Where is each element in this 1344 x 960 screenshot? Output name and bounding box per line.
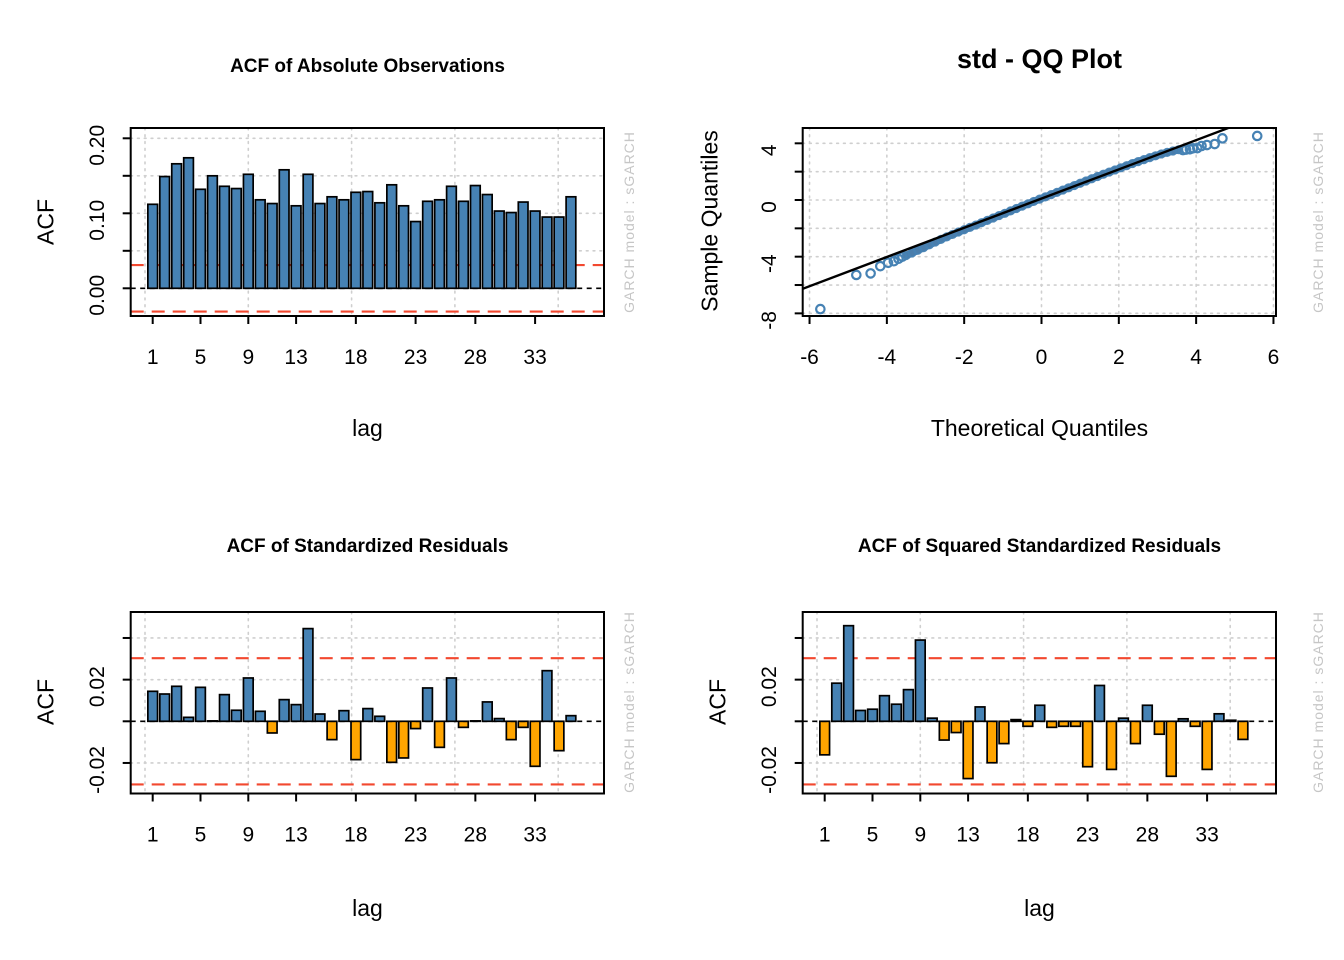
svg-text:28: 28 (1136, 824, 1159, 847)
svg-text:-6: -6 (800, 346, 819, 369)
y-axis-title: ACF (704, 679, 731, 725)
panel-title: std - QQ Plot (957, 44, 1122, 74)
panel-title: ACF of Standardized Residuals (226, 536, 509, 557)
y-axis-title: ACF (32, 679, 59, 725)
svg-text:0.10: 0.10 (86, 200, 109, 241)
svg-text:18: 18 (1016, 824, 1039, 847)
svg-text:1: 1 (819, 824, 831, 847)
svg-text:9: 9 (242, 346, 254, 369)
x-axis-title: lag (352, 415, 383, 441)
svg-text:13: 13 (956, 824, 979, 847)
svg-text:0.20: 0.20 (86, 125, 109, 166)
svg-text:4: 4 (758, 144, 781, 156)
watermark-label: GARCH model : sGARCH (621, 611, 637, 793)
svg-text:-4: -4 (878, 346, 897, 369)
svg-text:5: 5 (195, 346, 207, 369)
svg-text:33: 33 (1195, 824, 1218, 847)
svg-text:4: 4 (1190, 346, 1202, 369)
svg-text:5: 5 (195, 824, 207, 847)
svg-text:33: 33 (523, 824, 546, 847)
panel-title: ACF of Squared Standardized Residuals (857, 536, 1222, 557)
svg-text:1: 1 (147, 346, 159, 369)
svg-text:-0.02: -0.02 (86, 746, 109, 794)
svg-text:0: 0 (758, 201, 781, 213)
watermark-label: GARCH model : sGARCH (1310, 611, 1326, 793)
svg-text:0.02: 0.02 (86, 666, 109, 707)
svg-text:9: 9 (914, 824, 926, 847)
acf-squared-residuals-chart: 0.02 -0.02 1 5 9 13 18 23 28 33 (758, 611, 1277, 847)
svg-text:-4: -4 (758, 254, 781, 273)
panel-acf-standardized-residuals: 0.02 -0.02 1 5 9 13 18 23 28 33 ACF of Standardiz… (0, 480, 672, 960)
svg-text:2: 2 (1113, 346, 1125, 369)
svg-text:23: 23 (1076, 824, 1099, 847)
svg-text:18: 18 (344, 346, 367, 369)
svg-text:23: 23 (404, 346, 427, 369)
x-axis-title: lag (352, 895, 383, 921)
panel-title: ACF of Absolute Observations (230, 56, 505, 77)
acf-absolute-chart: 0.20 0.10 0.00 1 5 9 13 18 23 28 33 (86, 125, 605, 369)
svg-text:-0.02: -0.02 (758, 746, 781, 794)
svg-text:0.02: 0.02 (758, 666, 781, 707)
svg-text:-8: -8 (758, 311, 781, 330)
x-axis-title: lag (1024, 895, 1055, 921)
y-axis-title: ACF (32, 199, 59, 245)
watermark-label: GARCH model : sGARCH (621, 131, 637, 313)
panel-qq-plot: 4 0 -4 -8 -6 -4 -2 0 2 4 6 std - QQ Plot Theoretic… (672, 0, 1344, 480)
svg-text:5: 5 (867, 824, 879, 847)
y-axis-title: Sample Quantiles (696, 130, 723, 312)
x-axis-title: Theoretical Quantiles (930, 415, 1149, 441)
panel-acf-squared-standardized-residuals: 0.02 -0.02 1 5 9 13 18 23 28 33 ACF of Squared St… (672, 480, 1344, 960)
watermark-label: GARCH model : sGARCH (1310, 131, 1326, 313)
svg-text:18: 18 (344, 824, 367, 847)
svg-text:6: 6 (1268, 346, 1280, 369)
svg-text:33: 33 (523, 346, 546, 369)
qq-plot-chart: 4 0 -4 -8 -6 -4 -2 0 2 4 6 (758, 127, 1280, 369)
svg-text:0.00: 0.00 (86, 275, 109, 316)
svg-text:13: 13 (284, 824, 307, 847)
svg-text:23: 23 (404, 824, 427, 847)
svg-text:1: 1 (147, 824, 159, 847)
svg-text:9: 9 (242, 824, 254, 847)
svg-text:28: 28 (464, 824, 487, 847)
panel-acf-absolute-observations: 0.20 0.10 0.00 1 5 9 13 18 23 28 33 ACF of Absolut… (0, 0, 672, 480)
svg-text:13: 13 (284, 346, 307, 369)
svg-text:0: 0 (1036, 346, 1048, 369)
svg-text:-2: -2 (955, 346, 974, 369)
acf-residuals-chart: 0.02 -0.02 1 5 9 13 18 23 28 33 (86, 611, 605, 847)
svg-text:28: 28 (464, 346, 487, 369)
